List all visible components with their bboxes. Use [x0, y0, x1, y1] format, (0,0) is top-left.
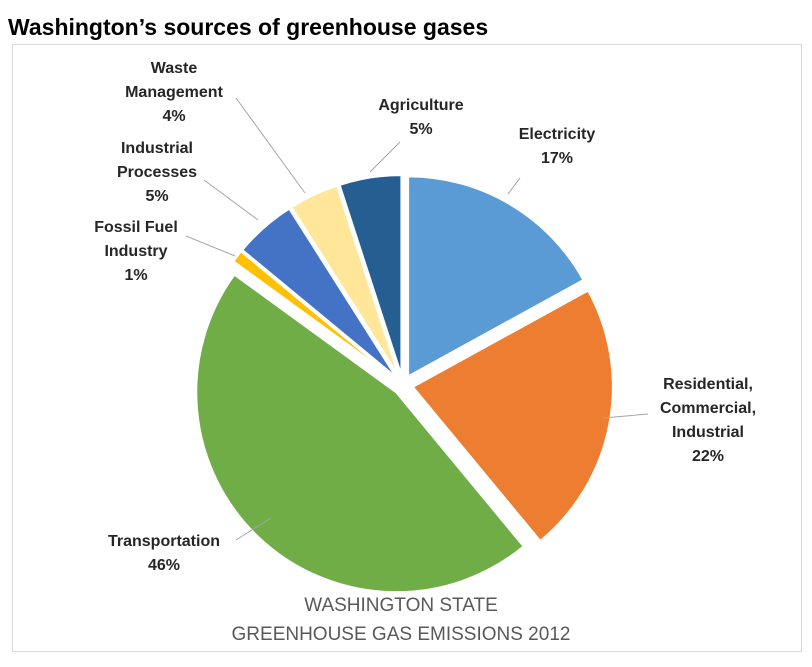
chart-frame — [12, 44, 802, 652]
slice-label: Fossil Fuel Industry 1% — [94, 219, 178, 284]
slice-label: Transportation 46% — [108, 533, 220, 574]
pie-slice-residential-commercial-industrial — [411, 289, 614, 543]
leader-line — [369, 141, 401, 173]
leader-line — [185, 235, 236, 257]
leader-line — [203, 179, 259, 221]
pie-slices — [195, 174, 614, 594]
slice-label: Electricity 17% — [519, 126, 596, 167]
pie-slice-electricity — [407, 175, 585, 379]
pie-slice-agriculture — [338, 174, 403, 376]
pie-slice-fossil-fuel-industry — [231, 249, 396, 380]
pie-slice-transportation — [195, 273, 526, 594]
page-title: Washington’s sources of greenhouse gases — [8, 14, 489, 40]
leader-line — [235, 517, 272, 541]
pie-slice-industrial-processes — [240, 207, 398, 379]
chart-caption-line-1: WASHINGTON STATE — [304, 595, 498, 616]
leader-lines — [185, 97, 649, 541]
slice-label: Waste Management 4% — [125, 60, 223, 125]
leader-line — [602, 413, 649, 419]
slice-label: Industrial Processes 5% — [117, 140, 197, 205]
leader-line — [507, 177, 521, 195]
chart-caption-line-2: GREENHOUSE GAS EMISSIONS 2012 — [232, 624, 571, 645]
slice-label: Agriculture 5% — [378, 97, 463, 138]
slice-label: Residential, Commercial, Industrial 22% — [660, 376, 756, 465]
leader-line — [235, 97, 306, 194]
pie-slice-waste-management — [290, 184, 400, 377]
slice-labels: Electricity 17% Residential, Commercial, Ind… — [94, 60, 756, 574]
